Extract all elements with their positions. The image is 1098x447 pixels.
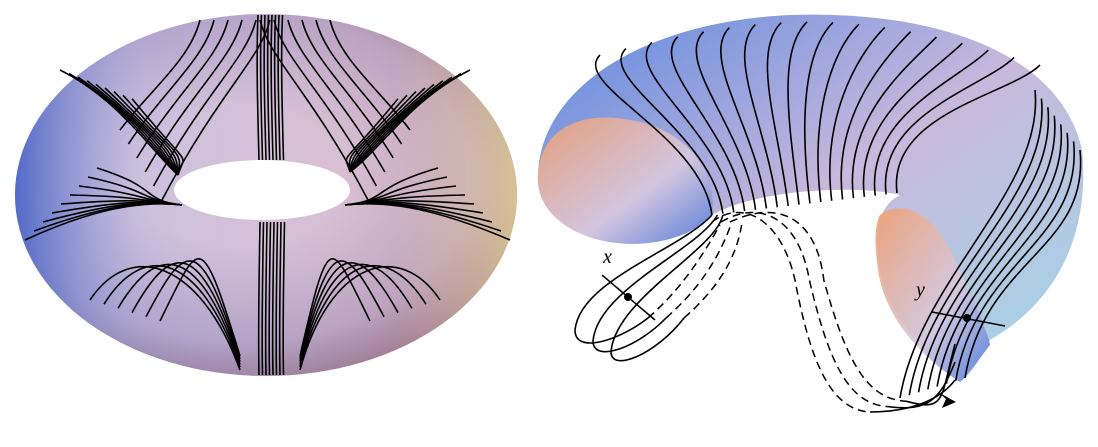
flow-line xyxy=(899,89,1037,399)
flow-line xyxy=(908,98,1043,396)
flow-line xyxy=(349,83,435,173)
dashed-orbit xyxy=(729,211,907,402)
arrow-head xyxy=(938,392,956,408)
flow-line xyxy=(136,19,229,159)
flow-line xyxy=(840,31,912,200)
flow-line xyxy=(787,21,808,205)
flow-line xyxy=(766,22,789,207)
cut-face xyxy=(875,208,990,382)
flow-line xyxy=(299,266,441,371)
flow-line xyxy=(159,258,241,357)
dashed-orbit xyxy=(683,224,743,319)
flow-line xyxy=(299,265,427,368)
torus-hole xyxy=(174,160,350,220)
flow-line xyxy=(954,141,1075,381)
flow-line xyxy=(349,76,453,173)
flow-line xyxy=(719,27,768,209)
flow-line xyxy=(329,19,411,131)
flow-line xyxy=(610,214,724,362)
flow-line xyxy=(670,36,746,212)
flow-line xyxy=(278,221,282,376)
flow-line xyxy=(113,91,179,176)
flow-line xyxy=(282,221,286,376)
flow-line xyxy=(315,19,403,145)
flow-line xyxy=(349,72,462,173)
flow-line xyxy=(270,14,274,161)
flow-line xyxy=(345,98,399,173)
flow-line xyxy=(59,69,179,176)
flow-line xyxy=(829,26,886,201)
flow-line xyxy=(95,83,179,176)
flow-line xyxy=(927,115,1056,390)
dashed-orbit xyxy=(665,224,732,319)
flow-line xyxy=(936,124,1063,387)
flow-line xyxy=(862,42,963,197)
flow-line xyxy=(127,19,215,145)
flow-line xyxy=(869,379,956,413)
flow-line xyxy=(131,98,184,176)
flow-line xyxy=(103,265,241,368)
label-x: x xyxy=(602,246,612,268)
flow-line xyxy=(695,31,757,210)
flow-line xyxy=(817,23,860,203)
flow-line xyxy=(86,80,179,176)
flow-line xyxy=(344,167,439,206)
flow-line xyxy=(257,221,261,376)
flow-line xyxy=(152,19,257,187)
flow-line xyxy=(273,19,378,187)
cut-face xyxy=(537,117,713,244)
dashed-orbit xyxy=(711,211,871,413)
flow-line xyxy=(273,14,278,161)
flow-line xyxy=(256,14,260,161)
flow-line xyxy=(96,167,183,206)
flow-line xyxy=(144,19,243,173)
flow-line xyxy=(895,64,1041,194)
flow-line xyxy=(280,14,285,161)
flow-line xyxy=(299,261,399,362)
flow-line xyxy=(275,221,279,376)
label-y: y xyxy=(914,279,925,301)
flow-line xyxy=(645,41,735,213)
dashed-orbit xyxy=(720,211,889,408)
flow-line xyxy=(743,23,779,208)
flow-line xyxy=(68,72,179,176)
flow-line xyxy=(594,54,713,216)
flow-line xyxy=(905,343,956,406)
flow-line xyxy=(349,69,471,173)
flow-line xyxy=(349,91,417,173)
flow-line xyxy=(301,19,394,159)
flow-line xyxy=(261,221,265,376)
flow-line xyxy=(299,258,371,357)
flow-line xyxy=(851,36,938,199)
flow-line xyxy=(89,266,241,371)
flow-lines xyxy=(24,14,1082,413)
flow-line xyxy=(131,261,241,362)
right-torus xyxy=(537,14,1084,382)
flow-line xyxy=(287,19,386,173)
flow-line xyxy=(266,14,271,161)
flow-line xyxy=(804,21,834,204)
flow-line xyxy=(945,132,1069,384)
flow-line xyxy=(271,221,275,376)
flow-line xyxy=(964,149,1082,379)
flow-line xyxy=(349,80,444,173)
flow-line xyxy=(259,14,264,161)
flow-line xyxy=(620,48,724,214)
flow-line xyxy=(887,361,956,409)
flow-line xyxy=(264,221,268,376)
flow-line xyxy=(917,107,1050,393)
dashed-orbit xyxy=(647,224,721,319)
flow-line xyxy=(119,19,201,131)
section xyxy=(601,274,656,321)
flow-line xyxy=(592,214,719,353)
flow-line xyxy=(884,56,1015,195)
section xyxy=(931,311,1006,327)
flow-line xyxy=(259,19,369,201)
flow-line xyxy=(268,221,272,376)
flow-line xyxy=(873,49,989,196)
flow-line xyxy=(77,76,179,176)
